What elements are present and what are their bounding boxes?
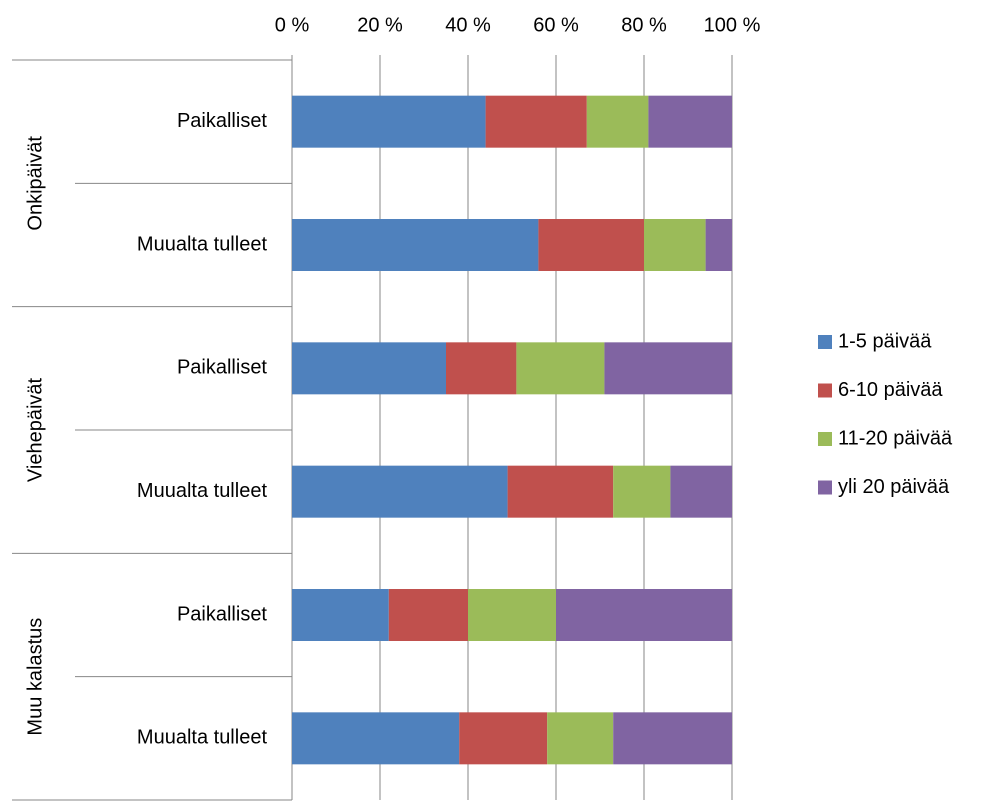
y-tick-label: Muualta tulleet bbox=[137, 727, 268, 749]
legend-label: 1-5 päivää bbox=[838, 330, 932, 352]
bar-segment bbox=[292, 95, 486, 148]
bar-segment bbox=[644, 219, 706, 271]
legend-label: yli 20 päivää bbox=[838, 476, 950, 498]
x-tick-label: 20 % bbox=[357, 14, 403, 36]
bar-segment bbox=[648, 95, 732, 148]
group-label: Viehepäivät bbox=[24, 377, 46, 482]
legend-label: 6-10 päivää bbox=[838, 379, 943, 401]
legend-swatch bbox=[818, 335, 832, 349]
y-tick-label: Paikalliset bbox=[177, 110, 267, 132]
bar-segment bbox=[388, 589, 468, 641]
bar-segment bbox=[705, 219, 732, 271]
bar-segment bbox=[468, 589, 556, 641]
bar-segment bbox=[292, 465, 508, 518]
legend-swatch bbox=[818, 383, 832, 398]
x-tick-label: 100 % bbox=[704, 14, 761, 36]
y-tick-label: Paikalliset bbox=[177, 357, 267, 379]
bar-segment bbox=[556, 589, 732, 641]
bar-segment bbox=[446, 342, 517, 395]
bar-segment bbox=[459, 712, 548, 765]
bar-segment bbox=[292, 219, 539, 271]
bar-segment bbox=[507, 465, 614, 518]
x-tick-label: 80 % bbox=[621, 14, 667, 36]
bar-segment bbox=[586, 95, 649, 148]
bar-segment bbox=[547, 712, 614, 765]
bar-segment bbox=[538, 219, 644, 271]
group-label: Muu kalastus bbox=[24, 618, 46, 736]
y-tick-label: Paikalliset bbox=[177, 603, 267, 625]
x-tick-label: 60 % bbox=[533, 14, 579, 36]
legend-swatch bbox=[818, 432, 832, 446]
bar-segment bbox=[292, 342, 446, 395]
bar-segment bbox=[613, 465, 671, 518]
x-tick-label: 40 % bbox=[445, 14, 491, 36]
bar-segment bbox=[292, 589, 389, 641]
bar-segment bbox=[670, 465, 732, 518]
bar-segment bbox=[292, 712, 460, 765]
bar-segment bbox=[485, 95, 587, 148]
bar-segment bbox=[604, 342, 732, 395]
legend-swatch bbox=[818, 480, 832, 495]
bar-segment bbox=[516, 342, 605, 395]
y-tick-label: Muualta tulleet bbox=[137, 233, 268, 255]
bar-segment bbox=[613, 712, 732, 765]
group-label: Onkipäivät bbox=[24, 136, 46, 231]
legend-label: 11-20 päivää bbox=[838, 427, 953, 449]
y-tick-label: Muualta tulleet bbox=[137, 480, 268, 502]
x-tick-label: 0 % bbox=[275, 14, 310, 36]
